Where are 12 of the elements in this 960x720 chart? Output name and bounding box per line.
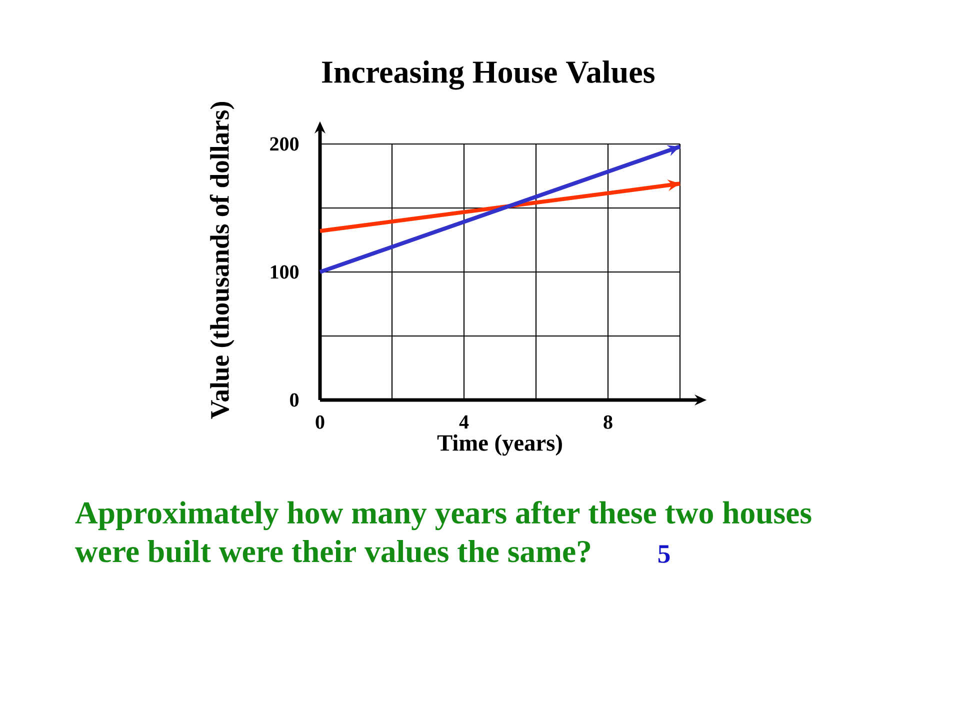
x-tick-label: 4 — [459, 415, 469, 429]
y-tick-label: 100 — [270, 265, 299, 279]
y-tick-label: 0 — [290, 393, 299, 407]
x-axis-title: Time (years) — [437, 434, 562, 456]
text: 5 — [658, 545, 670, 563]
y-tick-label: 200 — [270, 137, 299, 151]
text: Approximately how many years after these two houses — [75, 500, 812, 530]
chart-title: Increasing House Values — [322, 60, 654, 90]
x-tick-label: 0 — [316, 415, 324, 429]
x-tick-label: 8 — [604, 415, 612, 429]
text: were built were their values the same? — [75, 540, 590, 562]
y-axis-title: Value (thousands of dollars) — [210, 102, 234, 419]
